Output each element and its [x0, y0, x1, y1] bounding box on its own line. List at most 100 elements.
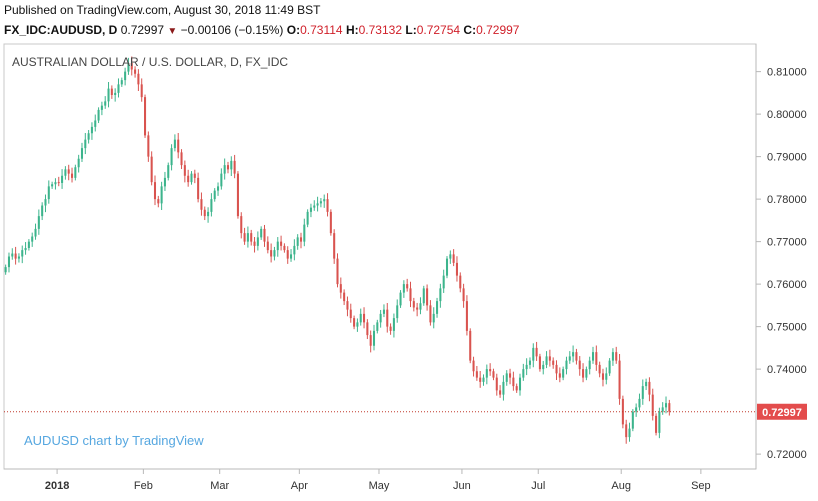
candle	[615, 346, 618, 364]
candle-body	[246, 233, 249, 242]
candle-body	[605, 373, 608, 380]
candle	[213, 188, 216, 202]
candle-body	[47, 186, 50, 200]
candle-body	[568, 356, 571, 361]
candle	[588, 356, 591, 375]
candle-body	[422, 288, 425, 304]
candle	[296, 234, 299, 250]
candle	[260, 226, 263, 240]
candle	[363, 307, 366, 329]
chart-header: Published on TradingView.com, August 30,…	[0, 0, 818, 44]
candle-body	[11, 253, 14, 257]
last-price-text: 0.72997	[120, 23, 165, 37]
candle-body	[396, 305, 399, 319]
candle	[230, 156, 233, 177]
candle-body	[70, 173, 74, 178]
candle-body	[651, 394, 654, 416]
candle-body	[588, 360, 591, 370]
candle-body	[558, 373, 561, 378]
candle-body	[130, 63, 133, 70]
candle	[226, 161, 230, 174]
candle	[472, 356, 475, 377]
candle	[70, 167, 74, 183]
candle-body	[452, 254, 455, 263]
candle-body	[120, 80, 123, 85]
candle-body	[366, 322, 369, 336]
candle	[160, 181, 163, 211]
candle-body	[578, 360, 581, 370]
candle	[545, 351, 548, 369]
candle-body	[193, 173, 196, 178]
down-arrow-icon: ▼	[167, 26, 178, 37]
candle	[359, 308, 362, 326]
candle-body	[552, 360, 555, 365]
candle-body	[439, 288, 442, 302]
candle-body	[180, 152, 183, 166]
candle	[522, 363, 525, 381]
candle	[190, 171, 193, 185]
candle	[499, 385, 502, 398]
candle	[223, 158, 226, 180]
candle	[376, 319, 379, 334]
candle-body	[223, 165, 226, 174]
candle	[532, 343, 535, 368]
last-price-tag-bg	[757, 403, 807, 420]
candle	[382, 304, 385, 318]
candle	[628, 422, 631, 442]
plot-border	[3, 43, 757, 470]
candle-body	[160, 186, 163, 204]
candle-body	[326, 199, 329, 212]
candle	[316, 196, 319, 212]
candle-body	[24, 248, 27, 251]
candle	[379, 309, 382, 328]
candle	[107, 81, 110, 108]
candle	[462, 283, 465, 308]
candle-body	[87, 133, 90, 140]
candle	[54, 178, 57, 190]
candle	[104, 96, 107, 109]
candle-body	[601, 373, 604, 380]
candle	[625, 419, 628, 444]
price-tick-label: 0.81000	[767, 67, 807, 79]
candle-body	[213, 190, 216, 200]
candle-body	[51, 184, 54, 187]
candle	[538, 353, 541, 372]
candle-body	[333, 233, 336, 259]
candle	[485, 364, 488, 385]
candle-body	[150, 156, 153, 183]
candle-body	[545, 356, 548, 365]
candle-body	[489, 369, 492, 372]
candle	[329, 209, 332, 236]
candle-body	[359, 313, 362, 323]
candle	[193, 169, 196, 184]
candle-body	[299, 237, 303, 242]
candle-body	[459, 275, 462, 289]
price-tick-label: 0.75000	[767, 322, 807, 334]
candle	[479, 370, 482, 388]
candle	[346, 296, 349, 317]
candle-body	[217, 186, 220, 191]
candle	[635, 403, 638, 417]
candle	[475, 365, 478, 381]
candle	[246, 226, 249, 248]
candle	[319, 198, 322, 208]
candle	[306, 209, 309, 228]
candle	[452, 249, 455, 267]
candle	[552, 357, 555, 369]
candle-body	[31, 236, 34, 242]
candle-body	[94, 120, 97, 127]
candle-body	[276, 241, 279, 251]
candle-body	[84, 139, 87, 149]
candle	[97, 107, 100, 124]
chart-title: AUSTRALIAN DOLLAR / U.S. DOLLAR, D, FX_I…	[12, 55, 288, 69]
candle	[100, 101, 103, 116]
open-value: 0.73114	[300, 23, 343, 37]
candle	[535, 341, 538, 361]
candle-body	[369, 335, 372, 346]
candle	[84, 132, 87, 155]
candle	[598, 361, 601, 378]
candle	[469, 328, 472, 364]
candle-body	[376, 322, 379, 331]
candle	[253, 237, 256, 253]
